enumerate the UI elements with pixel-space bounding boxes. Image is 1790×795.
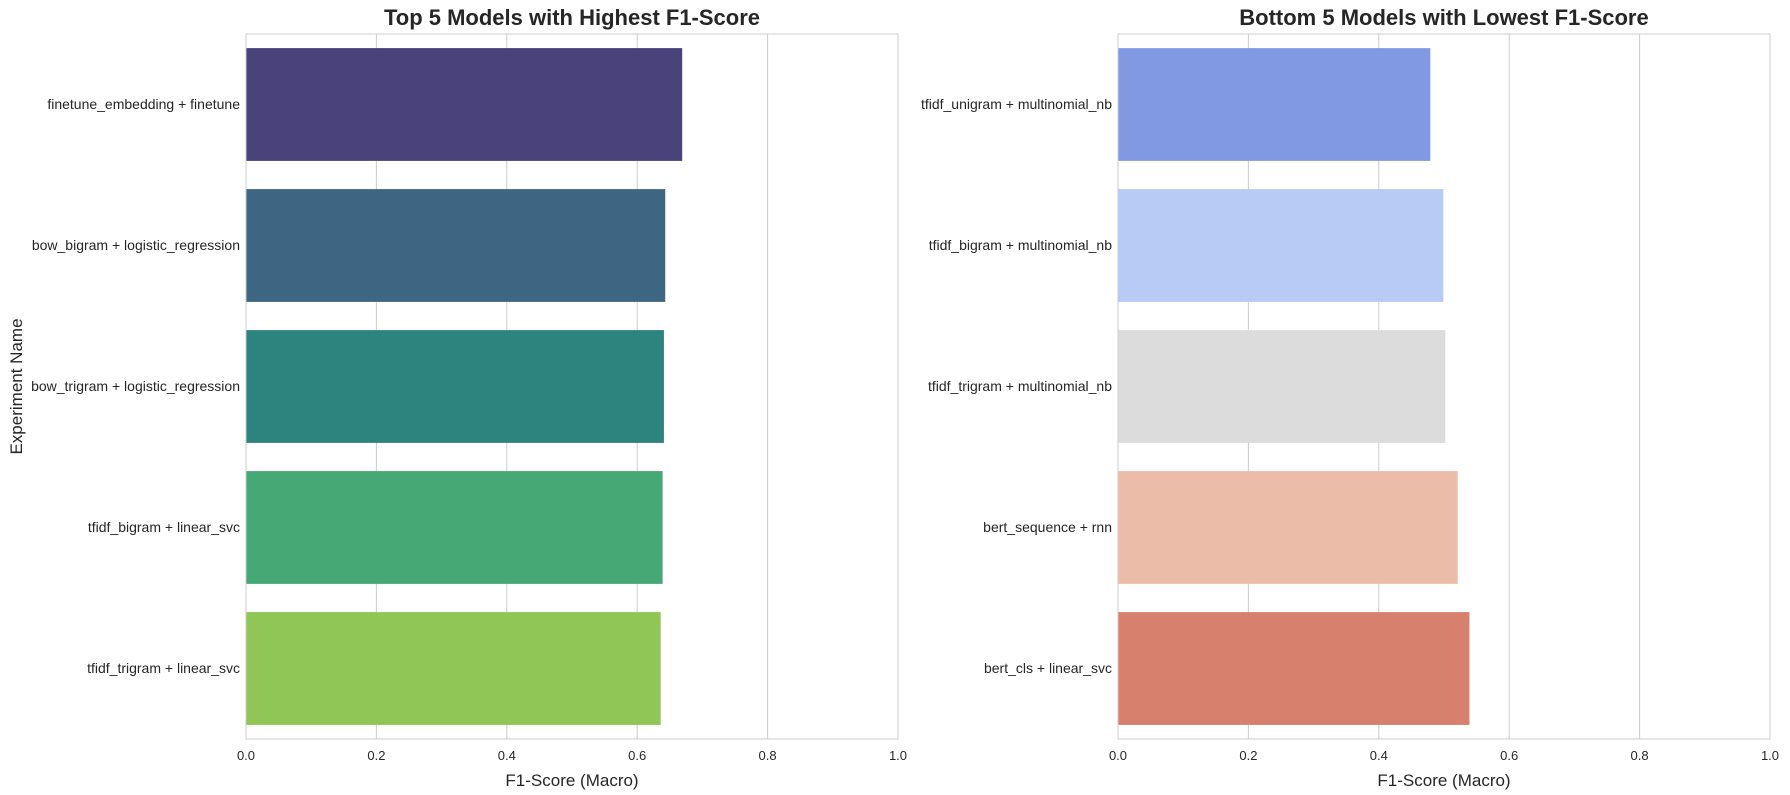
top-models-category-label: finetune_embedding + finetune [47, 96, 240, 112]
bottom-models-category-label: tfidf_bigram + multinomial_nb [929, 237, 1112, 253]
top-models-bar [246, 330, 664, 443]
top-models-x-tick-label: 0.6 [628, 748, 646, 763]
top-models-panel: finetune_embedding + finetune bow_bigram … [7, 5, 907, 790]
top-models-plot-frame [245, 33, 899, 740]
top-models-x-axis-title: F1-Score (Macro) [505, 771, 638, 790]
top-models-category-label: tfidf_trigram + linear_svc [87, 660, 240, 676]
bottom-models-chart-title: Bottom 5 Models with Lowest F1-Score [1239, 5, 1648, 30]
bottom-models-x-tick-label: 1.0 [1761, 748, 1779, 763]
bottom-models-category-label: bert_cls + linear_svc [984, 660, 1112, 676]
bottom-models-category-label: bert_sequence + rnn [983, 519, 1112, 535]
bottom-models-bar [1118, 612, 1470, 725]
top-models-x-tick-label: 0.2 [367, 748, 385, 763]
bottom-models-category-label: tfidf_unigram + multinomial_nb [921, 96, 1112, 112]
bottom-models-category-label: tfidf_trigram + multinomial_nb [928, 378, 1112, 394]
top-models-x-tick-label: 0.0 [237, 748, 255, 763]
bottom-models-x-tick-label: 0.8 [1631, 748, 1649, 763]
top-models-category-label: bow_trigram + logistic_regression [31, 378, 240, 394]
top-models-x-tick-label: 0.8 [759, 748, 777, 763]
bottom-models-panel: tfidf_unigram + multinomial_nb tfidf_bigr… [921, 5, 1779, 790]
bottom-models-bar [1118, 330, 1446, 443]
top-models-x-tick-label: 0.4 [498, 748, 516, 763]
top-models-chart-title: Top 5 Models with Highest F1-Score [384, 5, 760, 30]
bottom-models-bar [1118, 48, 1431, 161]
bottom-models-x-axis-title: F1-Score (Macro) [1377, 771, 1510, 790]
bottom-models-x-tick-label: 0.0 [1109, 748, 1127, 763]
bottom-models-x-tick-label: 0.6 [1500, 748, 1518, 763]
top-models-bar [246, 189, 666, 302]
top-models-category-label: tfidf_bigram + linear_svc [88, 519, 240, 535]
bottom-models-x-tick-label: 0.4 [1370, 748, 1388, 763]
bottom-models-bar [1118, 471, 1458, 584]
top-models-bar [246, 612, 661, 725]
bottom-models-x-tick-label: 0.2 [1239, 748, 1257, 763]
bottom-models-plot-frame [1117, 33, 1771, 740]
top-models-bar [246, 48, 683, 161]
top-models-x-tick-label: 1.0 [889, 748, 907, 763]
bottom-models-bar [1118, 189, 1444, 302]
top-models-y-axis-title: Experiment Name [7, 318, 26, 454]
top-models-category-label: bow_bigram + logistic_regression [32, 237, 240, 253]
top-models-bar [246, 471, 663, 584]
